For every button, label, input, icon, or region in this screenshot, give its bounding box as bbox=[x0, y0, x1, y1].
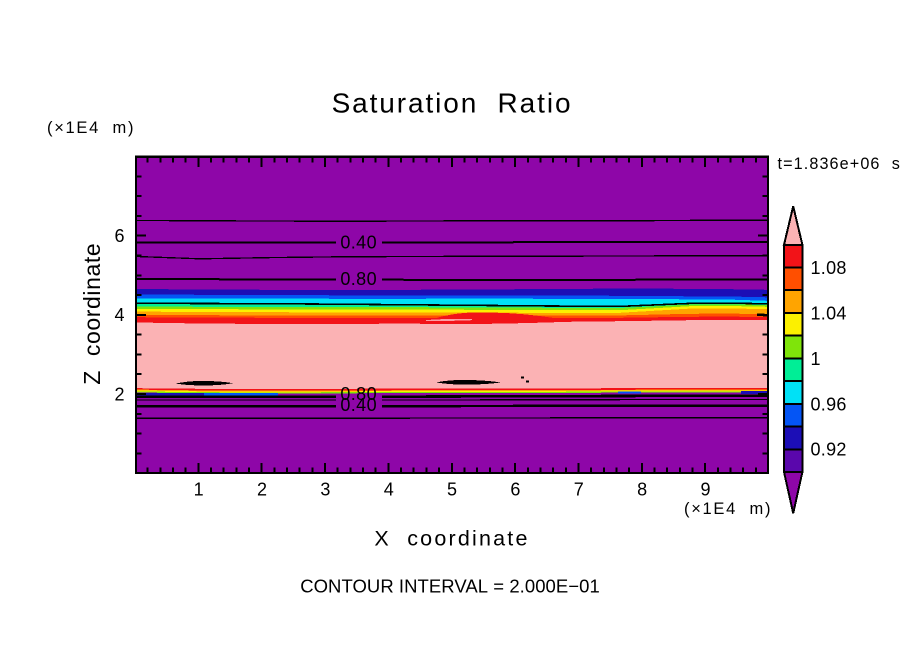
svg-text:X coordinate: X coordinate bbox=[374, 526, 529, 550]
svg-text:1.04: 1.04 bbox=[811, 303, 847, 323]
svg-text:0.40: 0.40 bbox=[340, 395, 377, 415]
svg-text:1: 1 bbox=[811, 349, 821, 369]
svg-text:(×1E4 m): (×1E4 m) bbox=[47, 119, 135, 137]
svg-text:1: 1 bbox=[194, 479, 204, 499]
svg-text:6: 6 bbox=[510, 479, 520, 499]
svg-text:2: 2 bbox=[114, 384, 124, 404]
svg-text:0.92: 0.92 bbox=[811, 440, 847, 460]
svg-text:4: 4 bbox=[384, 479, 394, 499]
svg-text:4: 4 bbox=[114, 305, 124, 325]
svg-text:7: 7 bbox=[574, 479, 584, 499]
svg-text:0.40: 0.40 bbox=[340, 233, 377, 253]
svg-text:(×1E4 m): (×1E4 m) bbox=[684, 500, 772, 518]
svg-text:0.96: 0.96 bbox=[811, 394, 847, 414]
svg-text:CONTOUR INTERVAL = 2.000E−01: CONTOUR INTERVAL = 2.000E−01 bbox=[300, 576, 600, 597]
svg-text:9: 9 bbox=[700, 479, 710, 499]
svg-text:Saturation Ratio: Saturation Ratio bbox=[332, 88, 573, 119]
svg-text:t=1.836e+06 s: t=1.836e+06 s bbox=[778, 155, 901, 173]
svg-text:2: 2 bbox=[257, 479, 267, 499]
svg-text:5: 5 bbox=[447, 479, 457, 499]
svg-text:1.08: 1.08 bbox=[811, 258, 847, 278]
svg-text:3: 3 bbox=[320, 479, 330, 499]
svg-text:0.80: 0.80 bbox=[340, 269, 377, 289]
svg-text:0.80: 0.80 bbox=[340, 384, 377, 404]
svg-text:6: 6 bbox=[114, 226, 124, 246]
svg-text:8: 8 bbox=[637, 479, 647, 499]
svg-text:Z coordinate: Z coordinate bbox=[79, 243, 105, 385]
